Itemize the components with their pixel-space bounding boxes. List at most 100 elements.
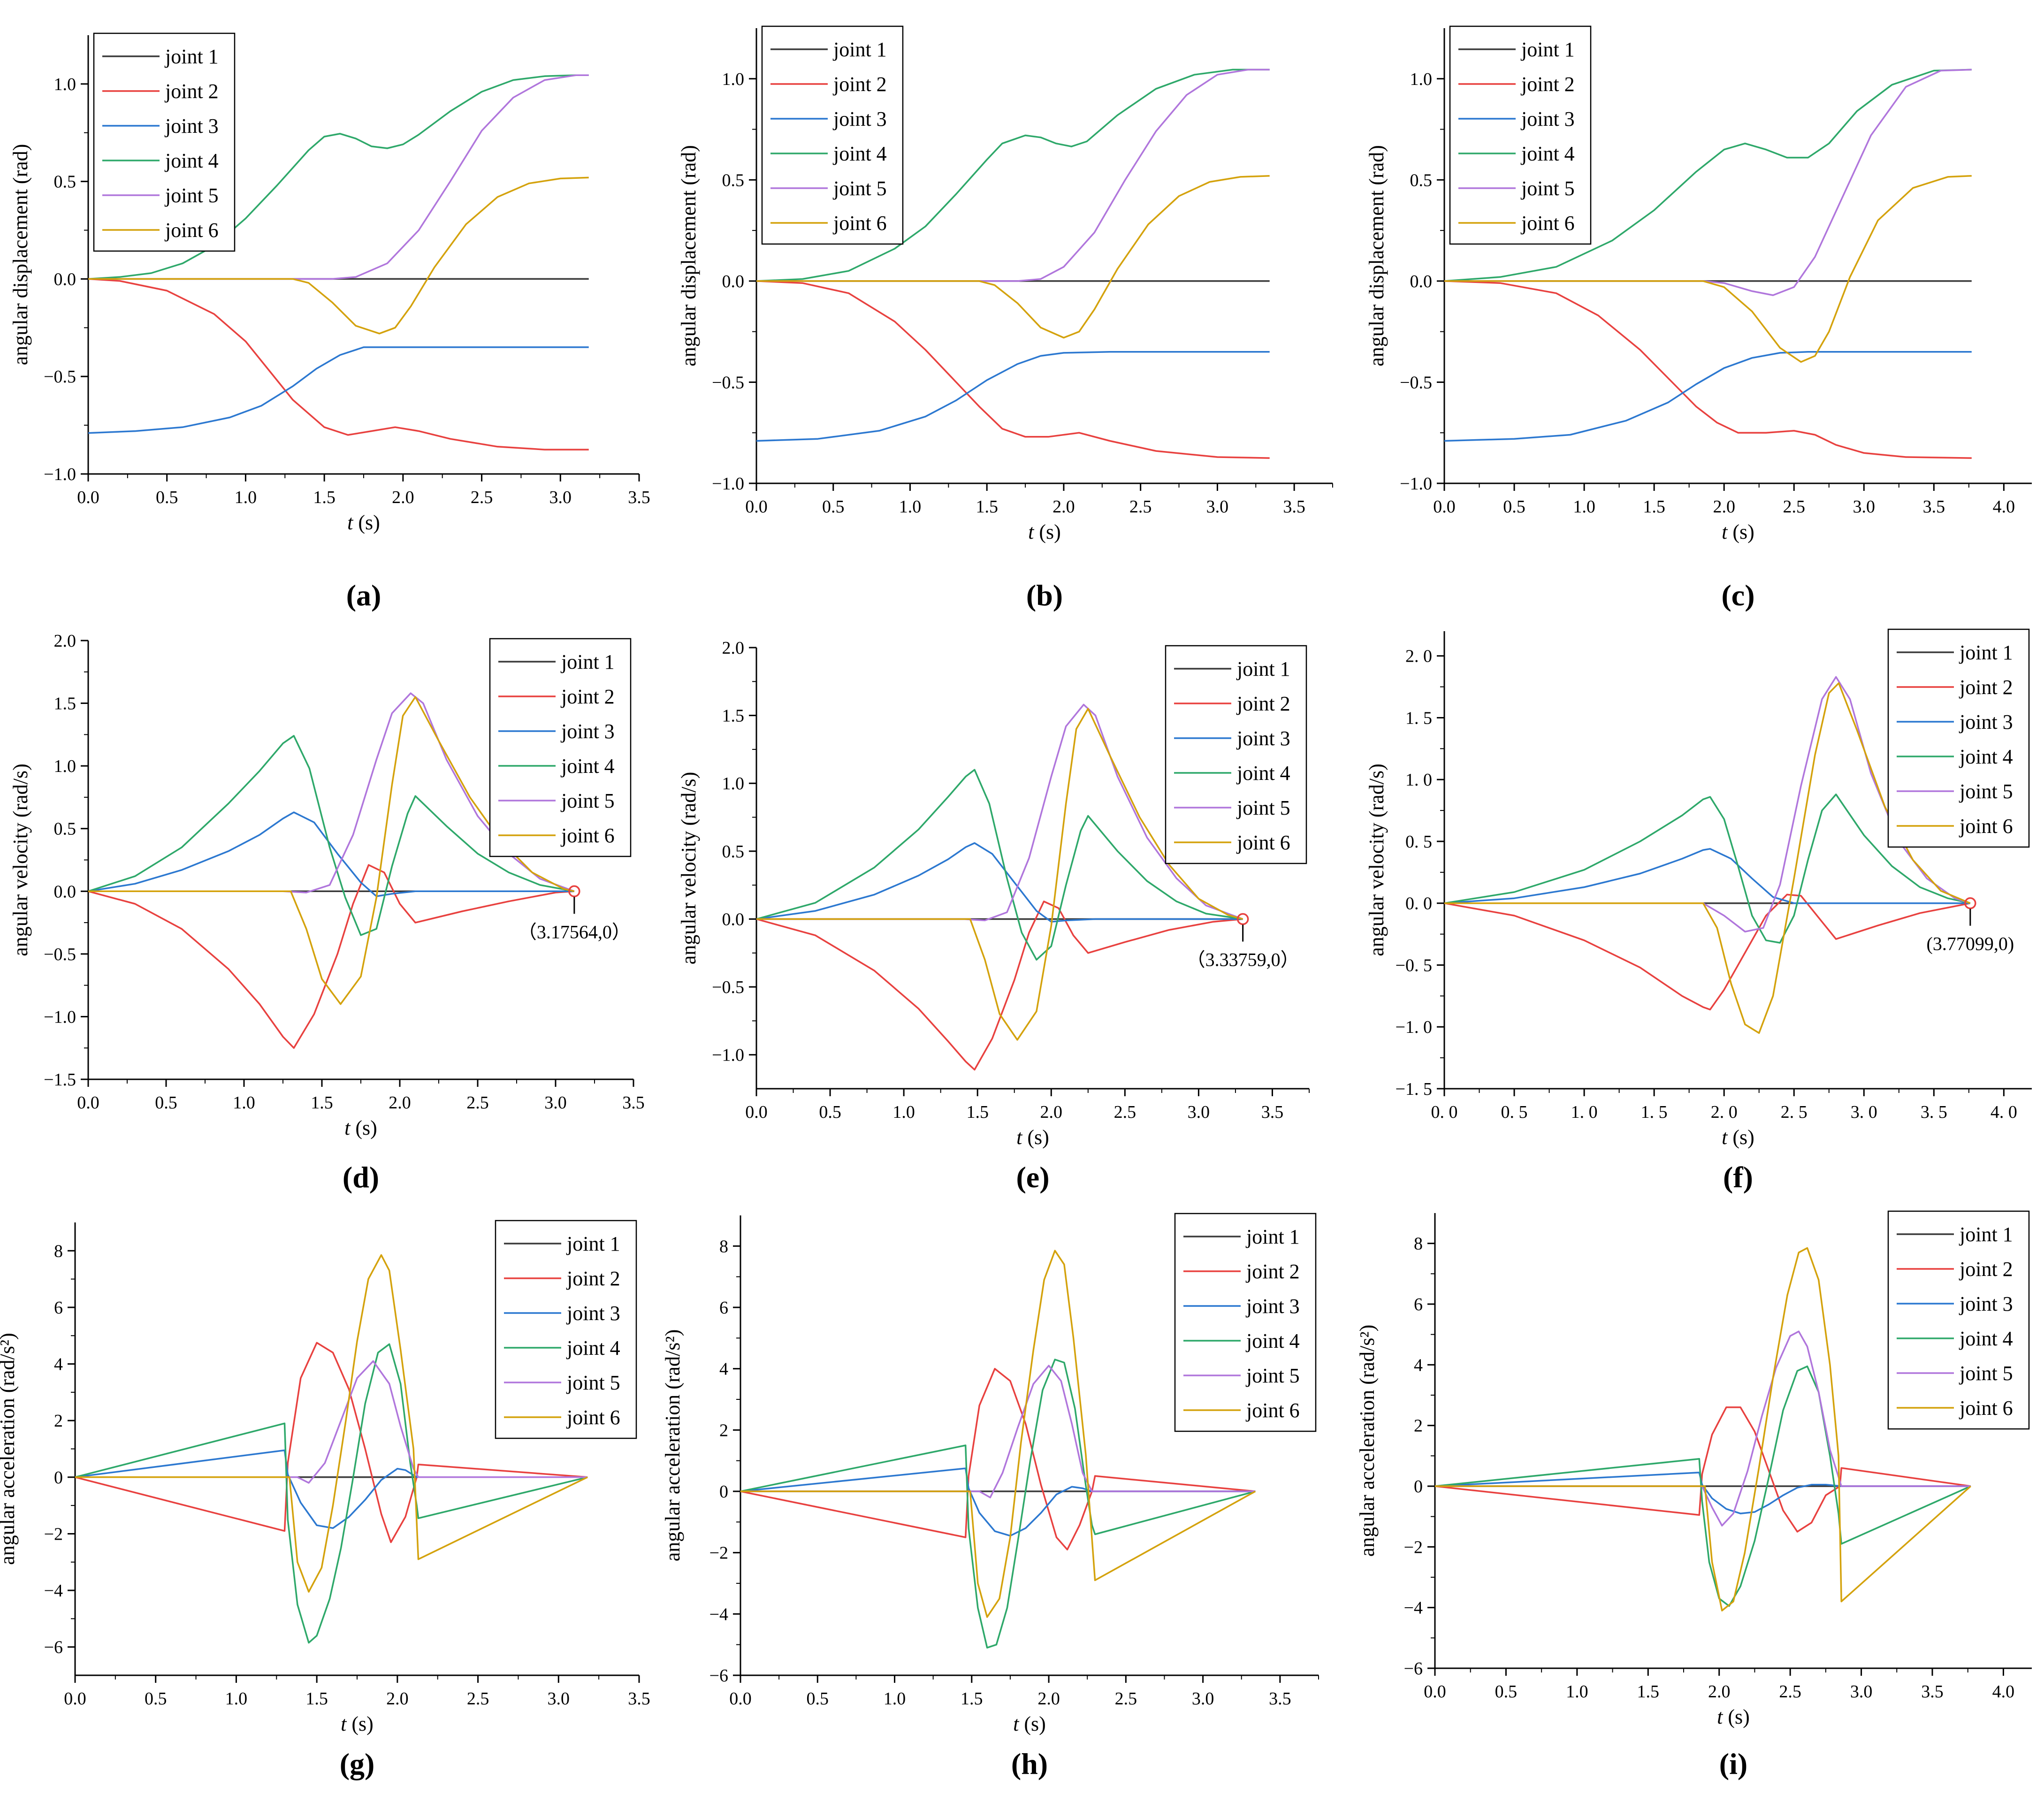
legend-entry-label: joint 6 [164,219,219,242]
series-line-joint-3 [756,842,1243,923]
legend-entry-label: joint 4 [1236,762,1290,785]
x-axis-label: t (s) [347,511,380,534]
series-line-joint-5 [88,74,589,280]
legend-entry-label: joint 5 [566,1371,620,1394]
panel-caption: (f) [1723,1161,1753,1194]
y-tick-label: 1.0 [54,75,76,94]
series-line-joint-4 [88,735,575,936]
y-tick-label: 2 [719,1420,728,1440]
end-point-marker [568,885,580,898]
series-line-joint-2 [756,901,1243,1071]
x-tick-label: 3.0 [1853,497,1876,517]
panel-e: 0.0 0.5 1.0 1.5 2.0 2.5 3.0 3.5 −1.0 −0.5 0.0 0.5 1.… [677,638,1310,1194]
y-tick-label: 1.5 [722,706,745,726]
y-tick-label: −1.5 [44,1070,76,1090]
y-tick-label: 0.0 [722,272,745,291]
x-tick-label: 2.5 [1129,497,1152,517]
y-axis-label: angular acceleration (rad/s²) [0,1333,19,1565]
y-tick-label: 0.5 [722,170,745,190]
y-tick-label: 1.0 [54,756,76,776]
legend-entry-label: joint 3 [1959,710,2013,733]
y-tick-label: −0.5 [712,977,744,997]
legend-entry-label: joint 1 [1236,657,1290,680]
legend-entry-label: joint 2 [1245,1260,1300,1283]
legend-entry-label: joint 4 [560,755,615,778]
x-tick-label: 0.5 [819,1102,841,1122]
legend-entry-label: joint 5 [560,789,615,812]
y-axis-label: angular velocity (rad/s) [677,772,700,965]
series-line-joint-3 [1444,848,1970,904]
legend-entry-label: joint 3 [832,107,887,130]
y-tick-label: −0.5 [44,945,76,964]
series-line-joint-4 [88,74,589,280]
y-tick-label: 0.5 [1410,170,1433,190]
legend-box [1165,645,1307,864]
x-tick-label: 3.5 [628,1689,650,1709]
x-tick-label: 2.0 [1713,497,1735,517]
legend: joint 1 joint 2 joint 3 joint 4 joint 5 joint… [1887,628,2030,848]
y-tick-label: 8 [719,1237,728,1256]
x-tick-label: 1.0 [233,1093,255,1113]
panel-c: 0.0 0.5 1.0 1.5 2.0 2.5 3.0 3.5 4.0 −1.0 −0.5 0.0 0.… [1365,25,2032,612]
x-tick-label: 1.5 [976,497,998,517]
x-tick-label: 0.5 [155,1093,177,1113]
x-tick-label: 2.5 [1115,1689,1137,1709]
y-tick-label: 1.0 [722,69,745,89]
y-tick-label: −1. 0 [1396,1017,1432,1037]
y-tick-label: 2.0 [722,638,745,658]
y-tick-label: −0.5 [44,367,76,387]
annotation-label: （3.17564,0） [518,921,631,942]
x-tick-label: 0.5 [1503,497,1525,517]
legend-entry-label: joint 6 [1959,815,2013,838]
y-tick-label: 8 [54,1241,63,1261]
y-tick-label: 0 [1414,1477,1423,1497]
series-line-joint-6 [756,175,1270,339]
legend-entry-label: joint 2 [164,80,219,103]
x-tick-label: 2.5 [1779,1682,1801,1702]
y-tick-label: −6 [709,1666,728,1686]
y-tick-label: −2 [44,1524,63,1544]
y-tick-label: −1.0 [1400,474,1432,494]
panel-caption: (c) [1721,579,1754,612]
panel-caption: (a) [346,579,381,612]
legend-entry-label: joint 1 [1959,1223,2013,1246]
y-tick-label: −1.0 [712,1046,744,1065]
legend-entry-label: joint 6 [1236,831,1290,854]
legend-entry-label: joint 2 [560,685,615,708]
legend: joint 1 joint 2 joint 3 joint 4 joint 5 joint… [761,25,904,245]
legend: joint 1 joint 2 joint 3 joint 4 joint 5 joint… [495,1220,637,1439]
series-line-joint-2 [1444,893,1971,1011]
y-axis-label: angular velocity (rad/s) [9,764,32,956]
x-tick-label: 2.0 [386,1689,409,1709]
panel-a: 0.0 0.5 1.0 1.5 2.0 2.5 3.0 3.5 −1.0 −0.5 0.0 0.5 1.… [9,32,650,612]
legend-box [495,1220,637,1439]
x-tick-label: 0.0 [745,497,768,517]
panel-caption: (g) [340,1747,375,1780]
series-line-joint-4 [1444,69,1972,282]
legend-entry-label: joint 3 [566,1302,620,1325]
x-tick-label: 1.5 [1643,497,1665,517]
series-line-joint-2 [756,280,1270,459]
y-tick-label: −2 [709,1543,728,1563]
series-line-joint-6 [88,176,589,335]
series-line-joint-3 [740,1467,1256,1537]
legend-entry-label: joint 3 [1245,1295,1300,1318]
y-tick-label: −0.5 [712,373,744,392]
x-tick-label: 1.0 [892,1102,915,1122]
legend-entry-label: joint 2 [1959,1258,2013,1281]
legend-box [1887,1210,2030,1430]
x-tick-label: 3.0 [1206,497,1229,517]
x-tick-label: 3.0 [1192,1689,1214,1709]
legend-entry-label: joint 3 [560,720,615,743]
x-tick-label: 2.0 [1037,1689,1060,1709]
legend-box [1174,1213,1317,1432]
series-line-joint-3 [88,811,574,897]
legend-entry-label: joint 5 [1959,1362,2013,1385]
x-axis-label: t (s) [1717,1705,1750,1728]
series-line-joint-6 [740,1250,1256,1618]
legend-entry-label: joint 4 [164,149,219,172]
legend-entry-label: joint 4 [1959,1327,2013,1350]
series-line-joint-4 [1444,794,1971,944]
series-line-joint-5 [1444,69,1972,296]
y-tick-label: 6 [719,1298,728,1318]
